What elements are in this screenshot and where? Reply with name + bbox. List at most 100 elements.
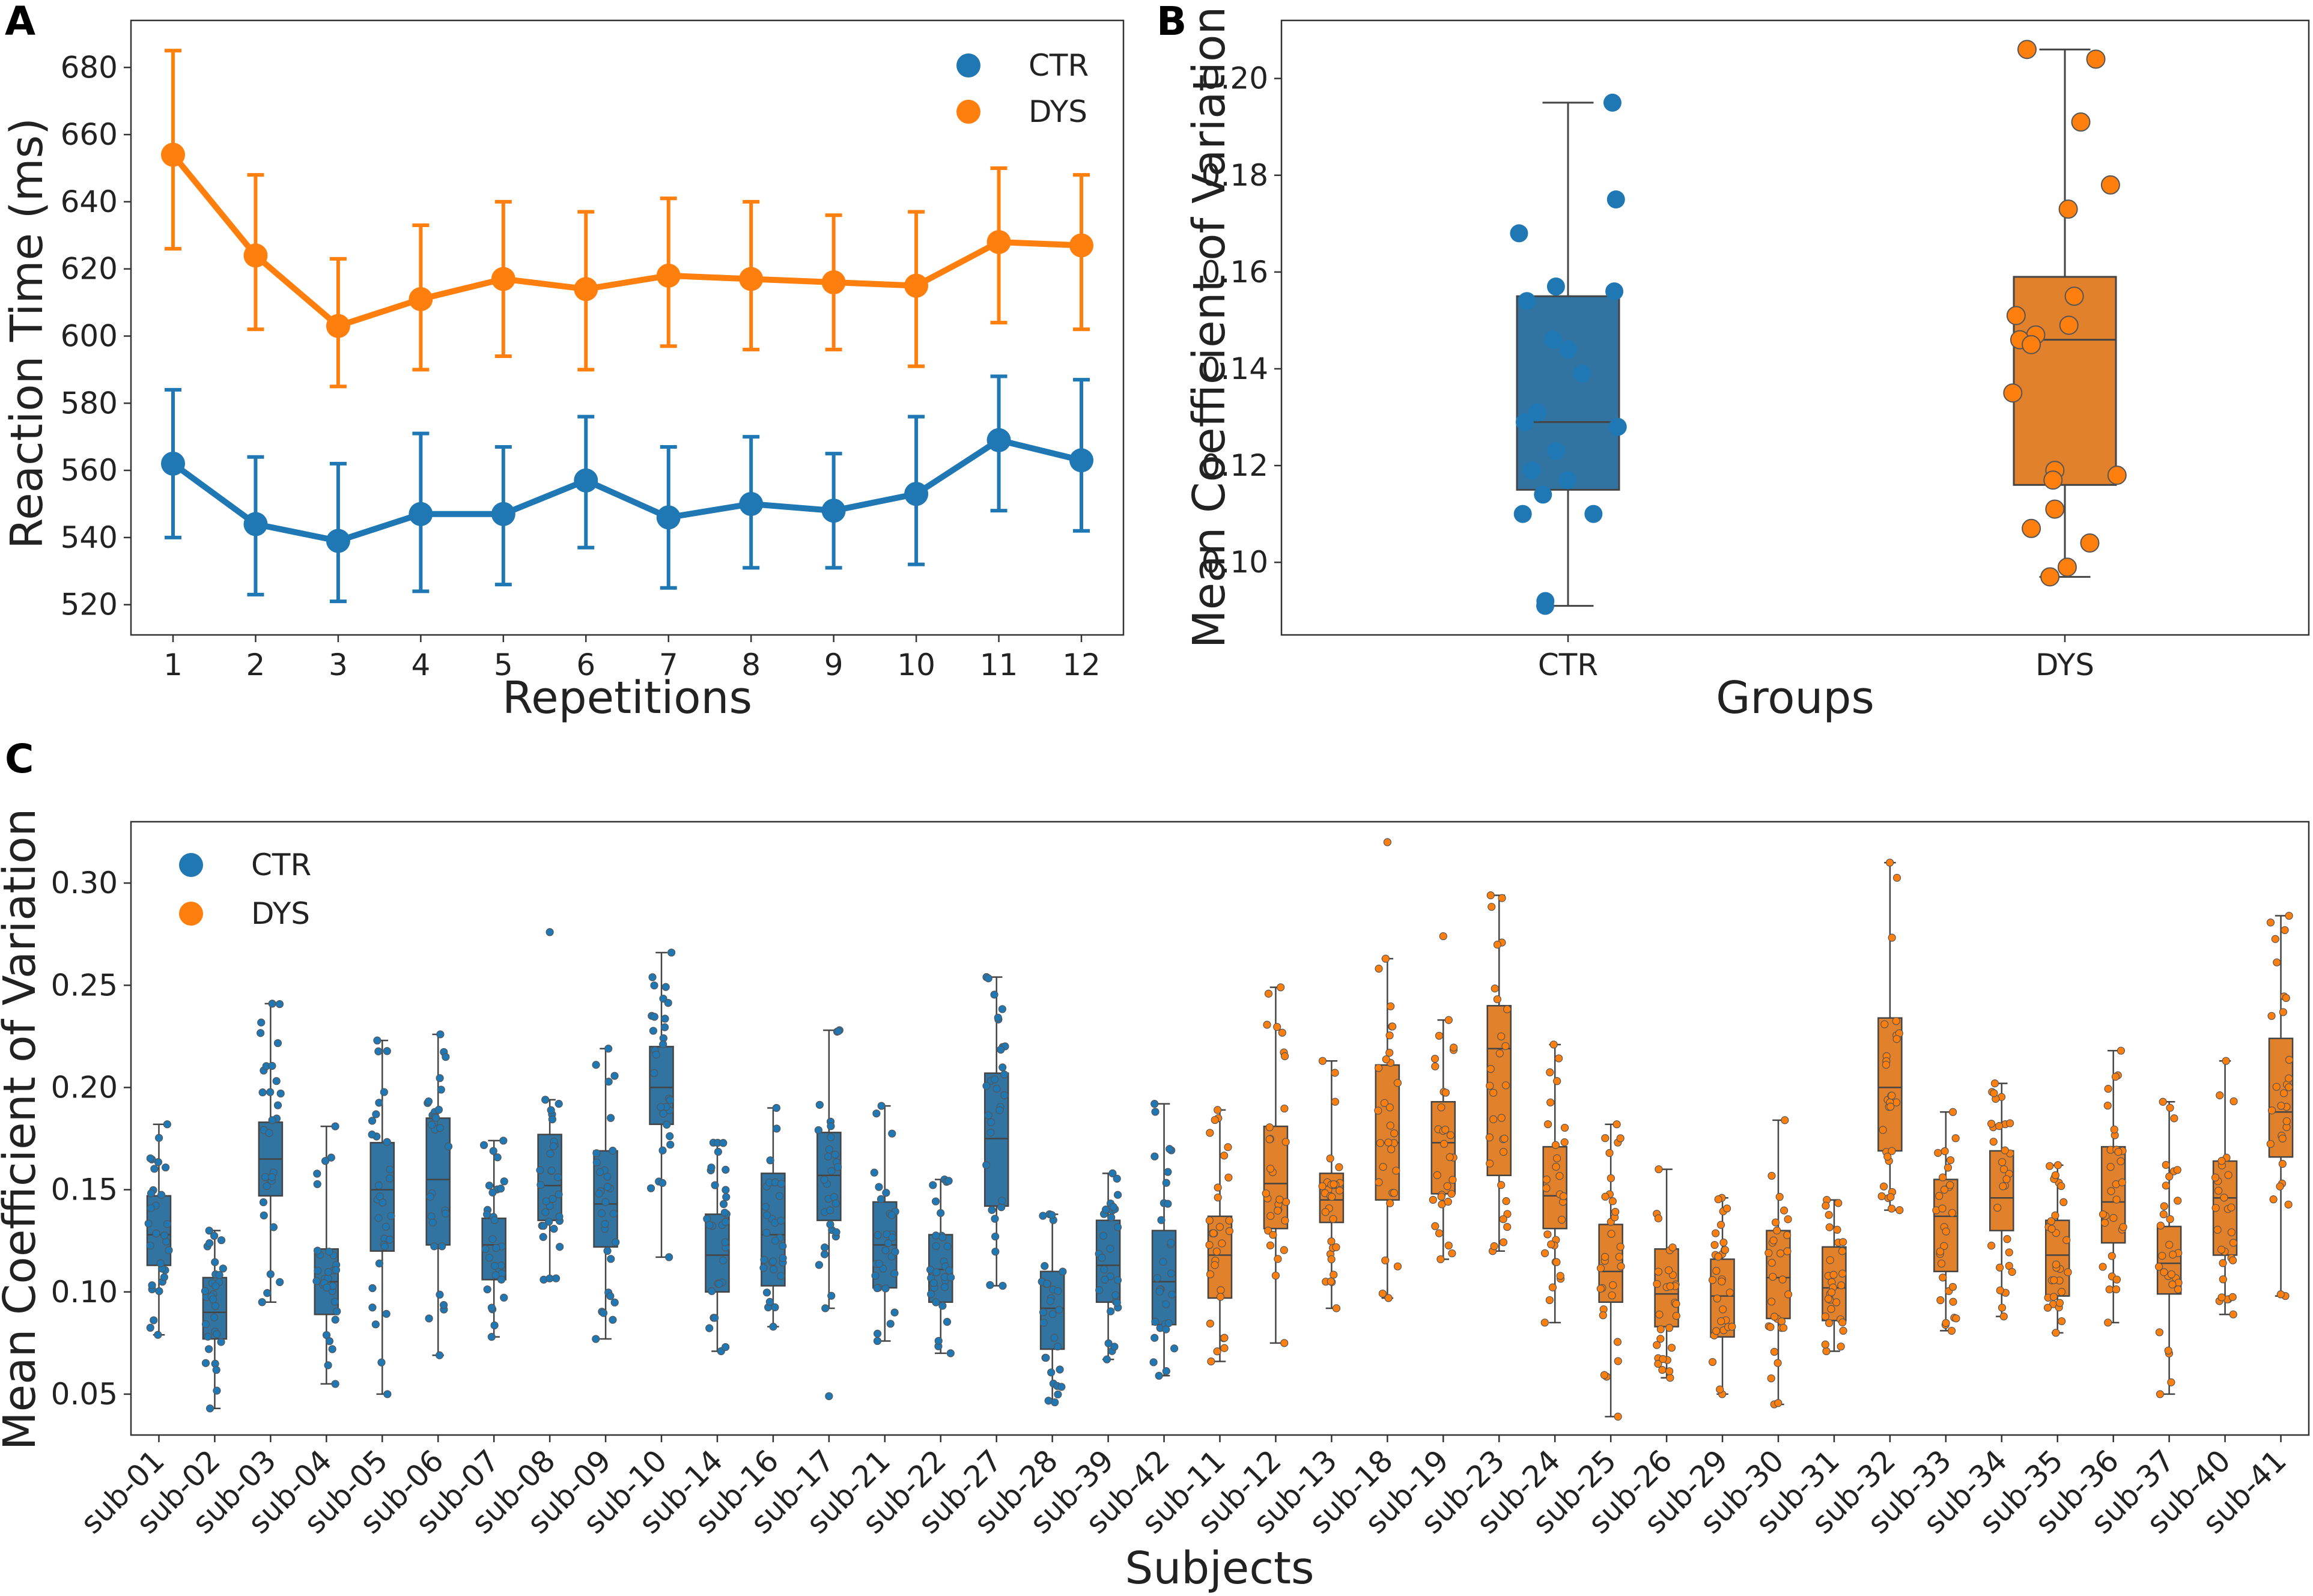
data-point bbox=[1611, 1207, 1620, 1216]
data-point bbox=[312, 1277, 321, 1285]
data-point bbox=[1386, 1199, 1394, 1207]
data-point bbox=[1834, 1199, 1843, 1207]
series-ctr bbox=[161, 374, 1093, 604]
data-point bbox=[888, 1129, 896, 1138]
data-point bbox=[1719, 1238, 1728, 1247]
data-point bbox=[1584, 505, 1603, 523]
data-point bbox=[1518, 292, 1536, 311]
data-point bbox=[1497, 1114, 1506, 1122]
data-point bbox=[442, 1209, 450, 1218]
data-point bbox=[2222, 1057, 2230, 1065]
data-point bbox=[1609, 1281, 1617, 1290]
data-point bbox=[666, 1140, 675, 1149]
data-point bbox=[2052, 1260, 2061, 1269]
data-point bbox=[2114, 1148, 2123, 1156]
data-point bbox=[1708, 1358, 1717, 1367]
data-point bbox=[546, 1274, 554, 1282]
data-point bbox=[496, 1185, 505, 1193]
data-point bbox=[2103, 1101, 2112, 1110]
box bbox=[425, 1117, 451, 1246]
box-sub-11 bbox=[1205, 1106, 1234, 1366]
data-point bbox=[722, 1165, 730, 1174]
data-point bbox=[711, 1314, 719, 1322]
data-point bbox=[275, 1000, 284, 1009]
data-point bbox=[998, 1281, 1007, 1290]
data-point bbox=[1559, 1192, 1567, 1201]
data-point bbox=[771, 1303, 779, 1311]
data-point bbox=[875, 1183, 883, 1191]
data-point bbox=[772, 1103, 780, 1112]
data-point bbox=[313, 1180, 321, 1188]
x-tick-label: 5 bbox=[494, 648, 513, 682]
data-point bbox=[1330, 1180, 1338, 1189]
data-point bbox=[331, 1315, 339, 1324]
data-point bbox=[890, 1269, 899, 1278]
data-point bbox=[1665, 1324, 1674, 1332]
data-point bbox=[1937, 1259, 1946, 1268]
panel-b-frame bbox=[1280, 19, 2310, 636]
data-point bbox=[1101, 1275, 1109, 1284]
data-point bbox=[2282, 994, 2290, 1003]
data-point bbox=[550, 1225, 558, 1233]
data-point bbox=[1596, 1284, 1605, 1293]
data-point bbox=[539, 1222, 548, 1230]
data-point bbox=[549, 1142, 558, 1150]
data-point bbox=[500, 1177, 508, 1186]
data-point bbox=[1384, 1138, 1393, 1147]
data-point bbox=[154, 1133, 163, 1142]
data-point bbox=[877, 1195, 886, 1203]
data-point bbox=[258, 1088, 267, 1097]
panel-b-x-label: Groups bbox=[1716, 672, 1874, 724]
data-point bbox=[2224, 1171, 2232, 1179]
data-point bbox=[549, 1195, 557, 1203]
data-point bbox=[1157, 1216, 1166, 1224]
data-point bbox=[2022, 335, 2041, 354]
data-point bbox=[321, 1157, 330, 1165]
data-point bbox=[932, 1231, 940, 1240]
data-point bbox=[1332, 1243, 1340, 1251]
data-point bbox=[1655, 1310, 1664, 1318]
data-point bbox=[1387, 1002, 1395, 1010]
data-point bbox=[213, 1330, 221, 1338]
panel-b-y-ticks: 0.10 0.12 0.14 0.16 0.18 0.20 bbox=[1202, 61, 1281, 580]
data-point bbox=[1614, 1357, 1622, 1365]
data-point bbox=[2086, 49, 2106, 69]
data-point bbox=[761, 1203, 770, 1211]
panel-a-frame bbox=[130, 19, 1125, 636]
box-sub-03 bbox=[257, 1000, 285, 1306]
box-sub-25 bbox=[1596, 1120, 1625, 1421]
data-point bbox=[1825, 1319, 1834, 1327]
data-point bbox=[708, 1287, 716, 1296]
data-point bbox=[715, 1279, 723, 1288]
data-point bbox=[491, 267, 515, 291]
data-point bbox=[1444, 1198, 1452, 1206]
data-point bbox=[330, 1297, 339, 1306]
legend-label-ctr: CTR bbox=[251, 848, 311, 882]
data-point bbox=[1039, 1308, 1048, 1317]
data-point bbox=[1266, 1241, 1275, 1249]
data-point bbox=[2099, 1263, 2107, 1271]
data-point bbox=[1767, 1297, 1776, 1306]
data-point bbox=[827, 1167, 836, 1176]
data-point bbox=[759, 1264, 768, 1272]
data-point bbox=[2005, 1248, 2013, 1257]
data-point bbox=[1656, 1325, 1665, 1334]
data-point bbox=[1825, 1223, 1834, 1231]
data-point bbox=[368, 1117, 377, 1125]
data-point bbox=[2229, 1097, 2238, 1106]
data-point bbox=[490, 1321, 499, 1330]
data-point bbox=[770, 1265, 778, 1273]
box-sub-37 bbox=[2154, 1097, 2183, 1398]
data-point bbox=[1278, 1028, 1286, 1037]
data-point bbox=[1833, 1225, 1841, 1234]
data-point bbox=[2051, 1171, 2060, 1180]
data-point bbox=[2051, 1211, 2059, 1219]
data-point bbox=[661, 1015, 669, 1023]
data-point bbox=[827, 1122, 835, 1130]
data-point bbox=[998, 1005, 1006, 1013]
data-point bbox=[1942, 1227, 1950, 1236]
data-point bbox=[268, 1061, 276, 1070]
y-tick-label: 600 bbox=[61, 318, 118, 353]
box-sub-24 bbox=[1540, 1040, 1569, 1327]
